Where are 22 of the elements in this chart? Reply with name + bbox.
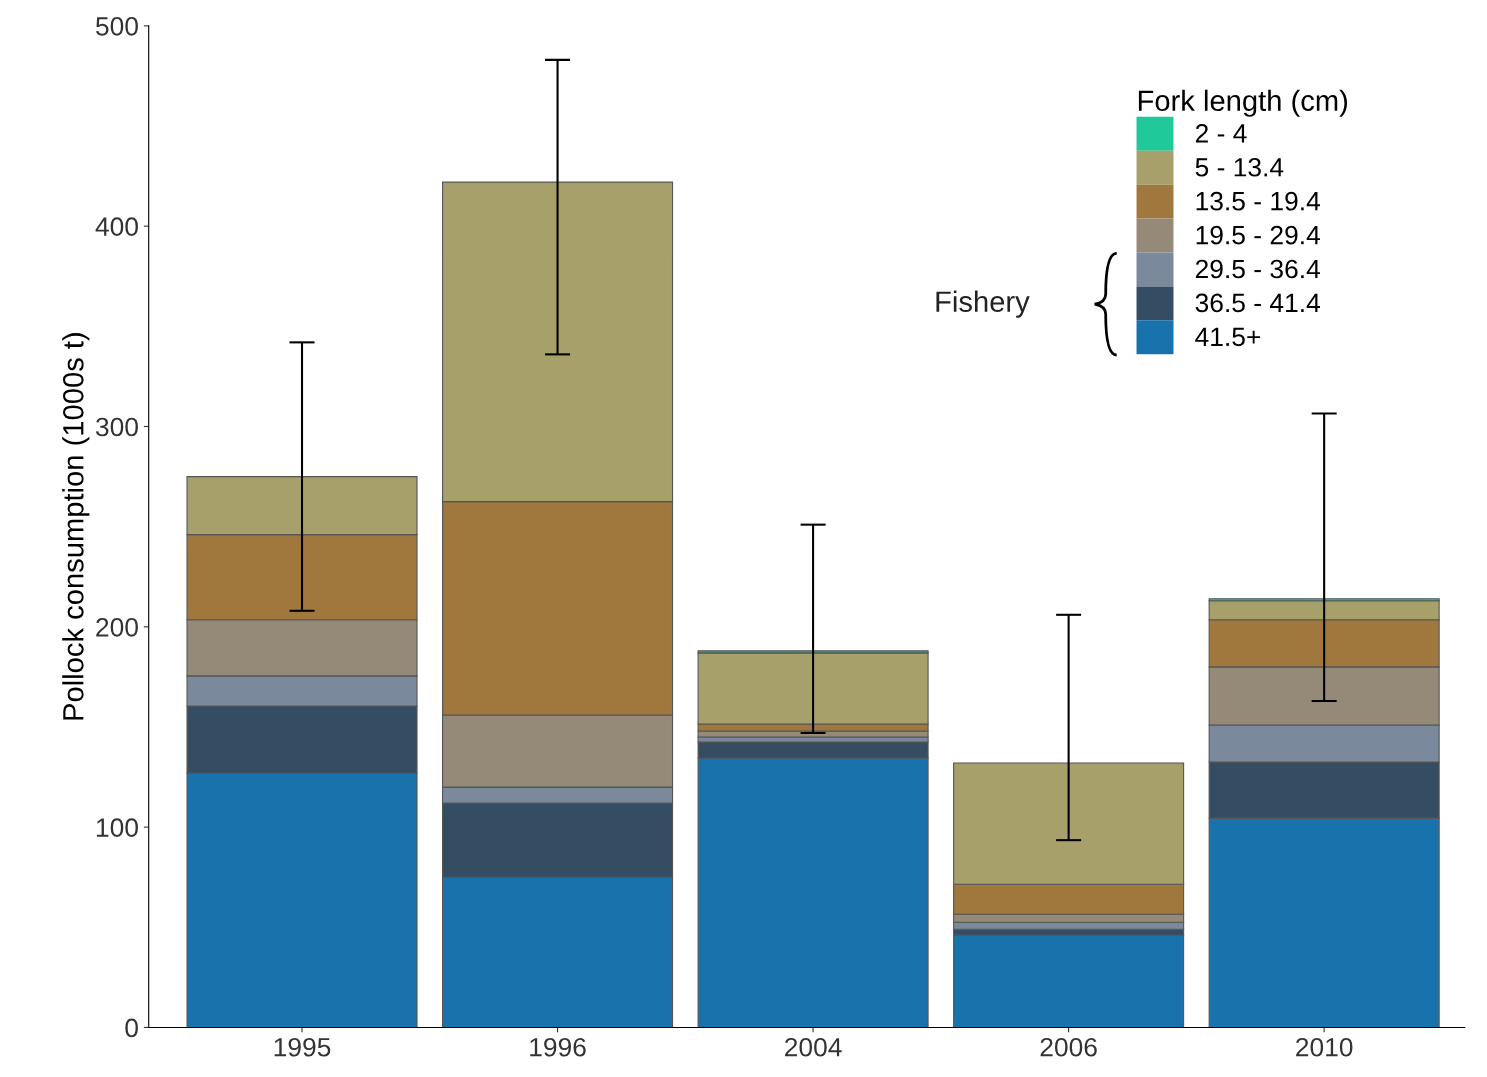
legend-label: 13.5 - 19.4: [1196, 191, 1320, 211]
legend-label: 36.5 - 41.4: [1195, 293, 1320, 313]
legend-label: 2 - 4: [1195, 124, 1247, 143]
y-tick-label: 300: [95, 417, 138, 437]
legend-label: 29.5 - 36.4: [1195, 259, 1320, 279]
x-tick-label: 1996: [530, 1037, 586, 1057]
bar: [953, 934, 1185, 1028]
legend-label: 19.5 - 29.4: [1196, 225, 1320, 245]
y-tick-label: 200: [96, 617, 138, 637]
y-tick-label: 400: [95, 217, 138, 236]
legend-label: 41.5+: [1195, 327, 1261, 347]
y-tick-label: 0: [125, 1018, 138, 1038]
x-tick-label: 1995: [274, 1037, 331, 1057]
y-tick-label: 100: [96, 818, 138, 837]
x-tick-label: 2010: [1296, 1037, 1353, 1057]
x-tick-label: 2004: [785, 1037, 842, 1057]
y-axis-title: Pollock consumption (1000s t): [62, 333, 90, 720]
legend-title: Fork length (cm): [1138, 89, 1348, 117]
x-tick-label: 2006: [1040, 1037, 1097, 1057]
annotation: Fishery: [936, 290, 1030, 318]
y-tick-label: 500: [96, 16, 138, 36]
legend-label: 5 - 13.4: [1195, 157, 1284, 177]
